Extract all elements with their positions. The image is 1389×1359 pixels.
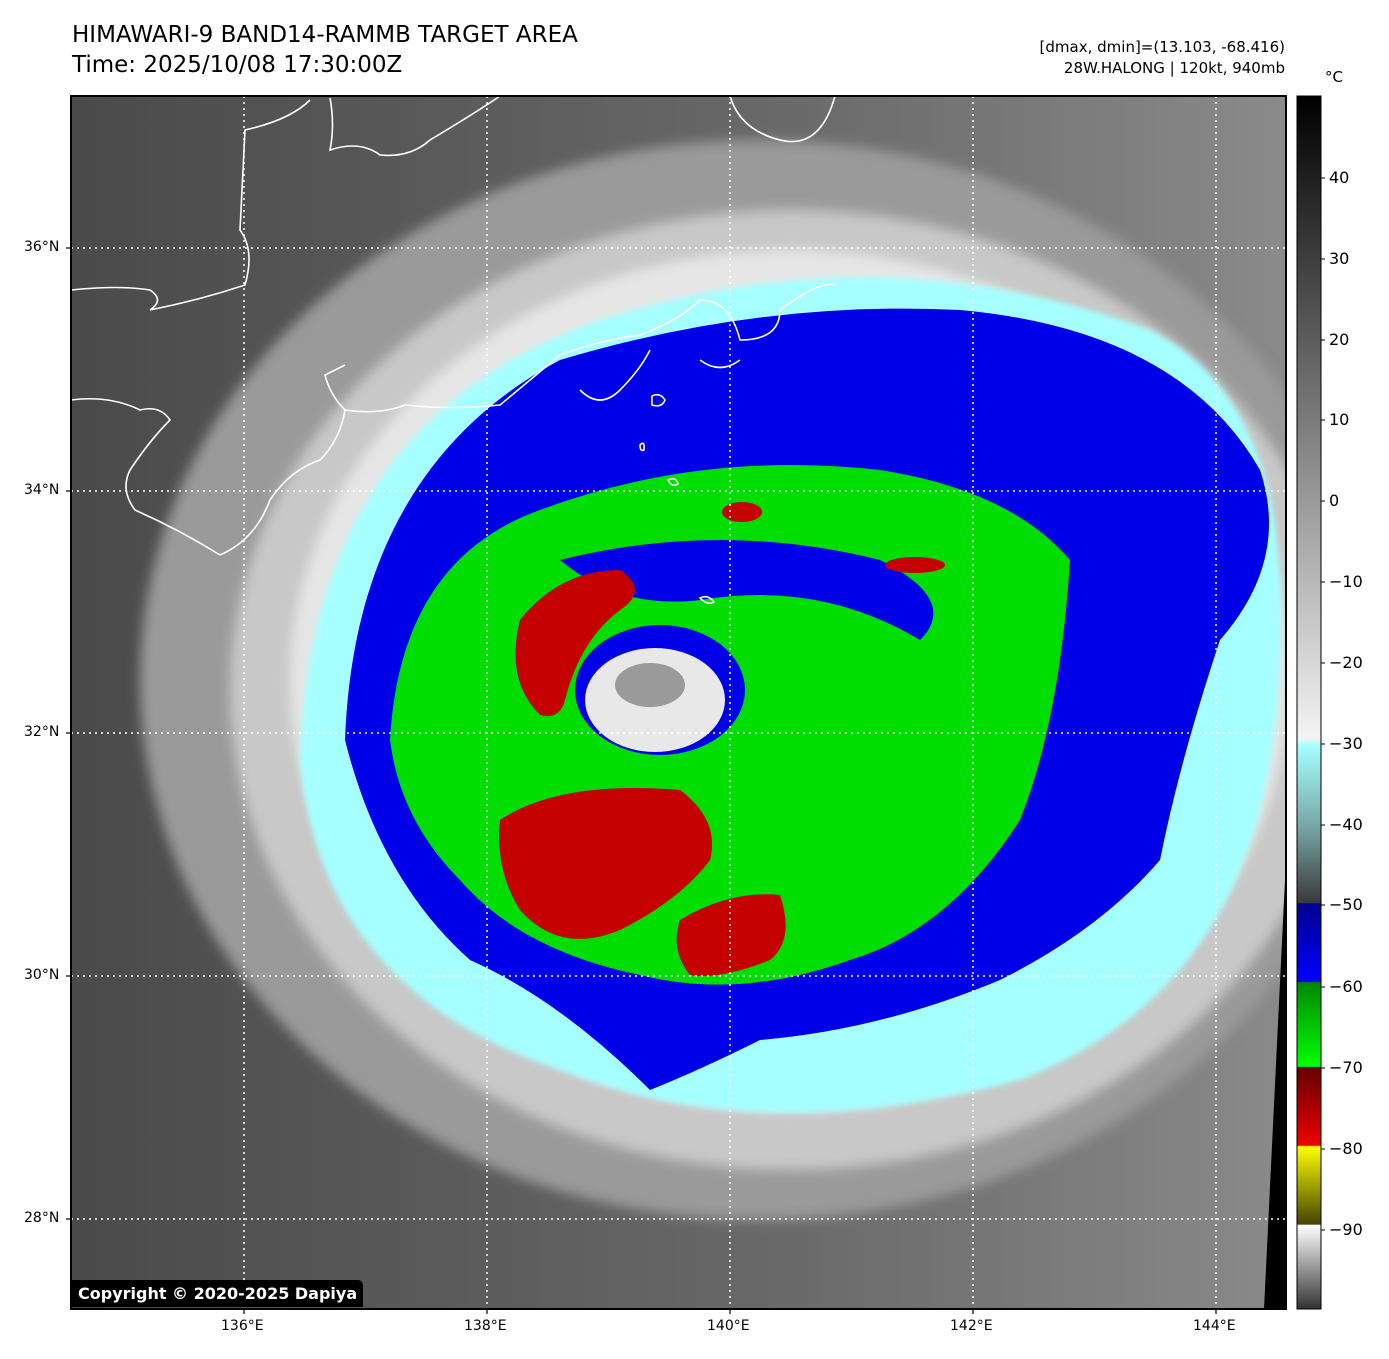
colorbar-label: 10: [1329, 410, 1350, 429]
colorbar-label: −90: [1329, 1220, 1363, 1239]
info-storm: 28W.HALONG | 120kt, 940mb: [1063, 59, 1285, 77]
axis-ticks: [66, 247, 1217, 1314]
lon-tick-136: 136°E: [221, 1318, 264, 1334]
colorbar-label: −70: [1329, 1058, 1363, 1077]
lon-tick-142: 142°E: [950, 1318, 993, 1334]
colorbar-label: −60: [1329, 977, 1363, 996]
colorbar-label: −40: [1329, 815, 1363, 834]
no-data-wedge: [1264, 860, 1286, 1309]
lat-tick-28: 28°N: [24, 1210, 60, 1226]
red-region-north: [515, 570, 635, 716]
graticule: [71, 96, 1286, 1309]
eye-center: [615, 663, 685, 707]
red-region-south: [499, 788, 712, 939]
colorbar-label: 0: [1329, 491, 1340, 510]
colorbar-unit: °C: [1325, 68, 1343, 86]
copyright-badge: Copyright © 2020-2025 Dapiya: [72, 1280, 364, 1307]
colorbar-ticks: [1321, 177, 1325, 1231]
red-region-southeast: [676, 894, 786, 976]
colorbar-label: −50: [1329, 895, 1363, 914]
lat-tick-34: 34°N: [24, 482, 60, 498]
colorbar: [1296, 95, 1322, 1310]
title-satellite: HIMAWARI-9 BAND14-RAMMB TARGET AREA: [72, 22, 578, 48]
colorbar-label: 30: [1329, 249, 1350, 268]
colorbar-label: −30: [1329, 734, 1363, 753]
colorbar-label: 20: [1329, 330, 1350, 349]
coastlines: [71, 96, 836, 605]
blue-spiral-band: [560, 540, 934, 640]
map-frame: [70, 95, 1287, 1310]
red-cell-northeast: [885, 557, 945, 573]
colorbar-label: −10: [1329, 572, 1363, 591]
lon-tick-138: 138°E: [464, 1318, 507, 1334]
colorbar-label: −80: [1329, 1139, 1363, 1158]
lat-tick-30: 30°N: [24, 967, 60, 983]
red-cell-north: [722, 502, 762, 522]
title-time: Time: 2025/10/08 17:30:00Z: [72, 52, 403, 78]
info-dmax-dmin: [dmax, dmin]=(13.103, -68.416): [1039, 38, 1285, 56]
lon-tick-140: 140°E: [707, 1318, 750, 1334]
lon-tick-144: 144°E: [1193, 1318, 1236, 1334]
colorbar-label: −20: [1329, 653, 1363, 672]
colorbar-label: 40: [1329, 168, 1350, 187]
lat-tick-32: 32°N: [24, 724, 60, 740]
lat-tick-36: 36°N: [24, 239, 60, 255]
